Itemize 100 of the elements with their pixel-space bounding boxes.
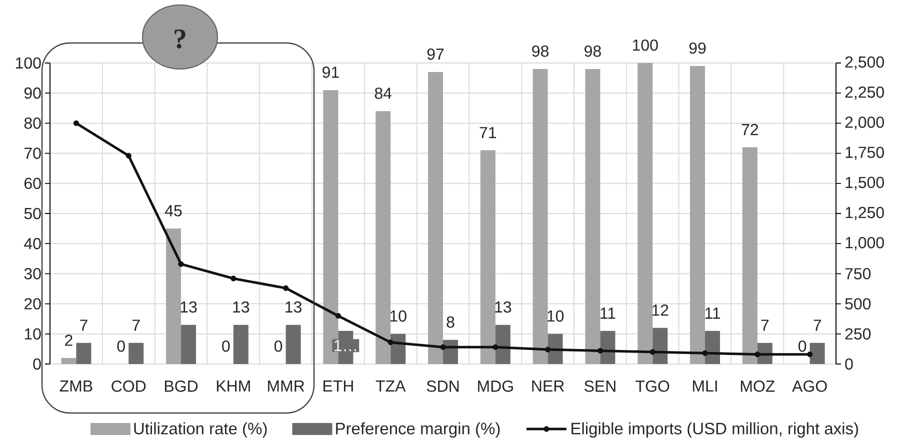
point: [230, 276, 236, 282]
y-tick-label: 80: [24, 118, 41, 129]
bar: [495, 324, 510, 364]
x-tick-label: TZA: [376, 380, 406, 392]
bar: [690, 66, 706, 364]
bar: [286, 324, 301, 364]
data-label: 99: [689, 42, 706, 54]
x-tick-label: BGD: [164, 380, 198, 392]
data-label: 0: [117, 340, 125, 352]
y2-tick-label: 2,250: [845, 86, 884, 100]
x-tick-label: AGO: [792, 380, 827, 392]
point: [335, 312, 342, 319]
y-tick-label: 20: [24, 298, 41, 310]
data-label: 10: [548, 310, 564, 322]
data-label: 10: [390, 310, 406, 322]
bar: [480, 150, 496, 364]
x-tick-label: NER: [532, 380, 564, 392]
bar: [532, 69, 548, 364]
bar: [166, 228, 181, 364]
point: [754, 352, 760, 358]
y2-tick-label: 750: [845, 268, 871, 280]
x-tick-label: MLI: [692, 380, 717, 392]
y-tick-label: 40: [24, 238, 41, 250]
bar: [233, 324, 248, 364]
data-label: 45: [164, 205, 182, 216]
data-label: 0: [274, 340, 282, 352]
legend-label: Eligible imports (USD million, right axis): [572, 422, 858, 438]
bar: [181, 324, 196, 364]
data-label: 13: [495, 301, 512, 313]
bar: [376, 111, 391, 364]
x-tick-label: ETH: [324, 380, 353, 392]
legend-label: Utilization rate (%): [134, 422, 267, 438]
data-label: 7: [761, 320, 769, 331]
y2-tick-label: 1,750: [846, 146, 884, 160]
data-label: 100: [632, 39, 658, 51]
point: [702, 350, 708, 356]
data-label: 8: [446, 316, 454, 328]
bar: [585, 69, 600, 364]
data-label: 98: [584, 45, 601, 57]
data-label: 2: [65, 334, 72, 346]
bar: [810, 342, 825, 364]
bar: [705, 330, 720, 364]
x-tick-label: TGO: [636, 380, 670, 392]
text: ?: [174, 30, 186, 48]
data-label: 13: [286, 301, 302, 313]
y2-tick-label: 2,500: [845, 56, 884, 70]
data-label: 11: [600, 308, 616, 319]
y2-tick-label: 0: [845, 358, 853, 370]
y-tick-label: 0: [33, 358, 41, 370]
point: [492, 344, 498, 350]
point: [544, 346, 551, 352]
bar: [128, 342, 144, 364]
data-label: 1…: [334, 340, 356, 352]
data-label: 71: [480, 127, 496, 138]
bar: [61, 358, 76, 364]
data-label: 72: [742, 124, 758, 136]
point: [597, 348, 604, 354]
bar: [638, 62, 653, 364]
data-label: 13: [180, 301, 197, 313]
x-tick-label: MOZ: [740, 380, 775, 392]
y-tick-label: 50: [24, 208, 41, 220]
legend-label: Preference margin (%): [336, 422, 500, 438]
point: [440, 344, 446, 350]
y2-tick-label: 1,000: [846, 236, 884, 250]
point: [126, 152, 132, 159]
y-tick-label: 10: [24, 328, 41, 340]
data-label: 11: [705, 308, 720, 319]
data-label: 97: [427, 48, 444, 60]
point: [178, 261, 184, 267]
data-label: 98: [532, 45, 549, 57]
x-tick-label: MMR: [268, 380, 304, 392]
x-tick-label: KHM: [216, 380, 250, 392]
bar: [428, 72, 444, 364]
data-label: 12: [652, 304, 668, 316]
y-tick-label: 90: [24, 87, 41, 99]
x-tick-label: COD: [112, 380, 146, 392]
bar: [76, 342, 92, 364]
bar: [742, 147, 758, 364]
bar: [652, 328, 668, 364]
y-tick-label: 100: [16, 57, 41, 69]
x-tick-label: ZMB: [60, 380, 92, 392]
y2-tick-label: 1,500: [846, 176, 884, 190]
point: [388, 339, 394, 346]
data-label: 7: [814, 320, 821, 331]
data-label: 0: [798, 340, 806, 352]
bar: [390, 334, 406, 364]
data-label: 91: [322, 66, 339, 78]
point: [650, 349, 656, 355]
y2-tick-label: 2,000: [845, 116, 884, 130]
y2-tick-label: 500: [845, 298, 871, 310]
y-tick-label: 30: [24, 268, 41, 280]
point: [73, 120, 80, 126]
x-tick-label: MDG: [478, 380, 513, 392]
x-tick-label: SEN: [584, 380, 616, 392]
y-tick-label: 60: [24, 178, 41, 190]
data-label: 84: [374, 88, 392, 99]
y2-tick-label: 1,250: [846, 206, 884, 220]
data-label: 0: [222, 340, 230, 352]
data-label: 7: [80, 320, 88, 331]
data-label: 7: [132, 320, 140, 331]
